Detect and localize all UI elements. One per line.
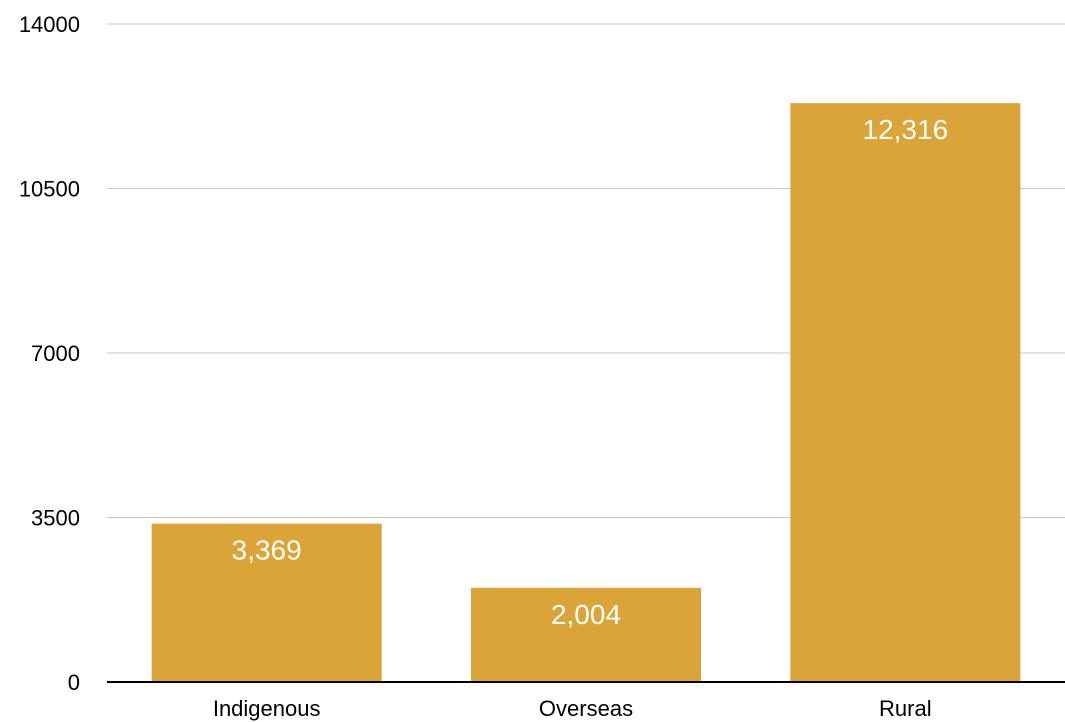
x-tick-label: Rural — [879, 696, 932, 721]
y-axis-tick-labels: 0 3500 7000 10500 14000 — [19, 12, 80, 695]
data-label: 3,369 — [232, 535, 302, 566]
y-tick-label: 7000 — [31, 341, 80, 366]
y-tick-label: 0 — [68, 670, 80, 695]
x-axis-tick-labels: Indigenous Overseas Rural — [213, 696, 932, 721]
data-label: 2,004 — [551, 599, 621, 630]
bar — [151, 523, 382, 682]
x-tick-label: Overseas — [539, 696, 633, 721]
data-labels: 3,369 2,004 12,316 — [232, 114, 949, 630]
y-tick-label: 3500 — [31, 506, 80, 531]
y-tick-label: 10500 — [19, 177, 80, 202]
x-tick-label: Indigenous — [213, 696, 321, 721]
bars — [151, 103, 1021, 682]
data-label: 12,316 — [863, 114, 949, 145]
bar — [790, 103, 1021, 682]
y-tick-label: 14000 — [19, 12, 80, 37]
bar — [471, 587, 701, 682]
